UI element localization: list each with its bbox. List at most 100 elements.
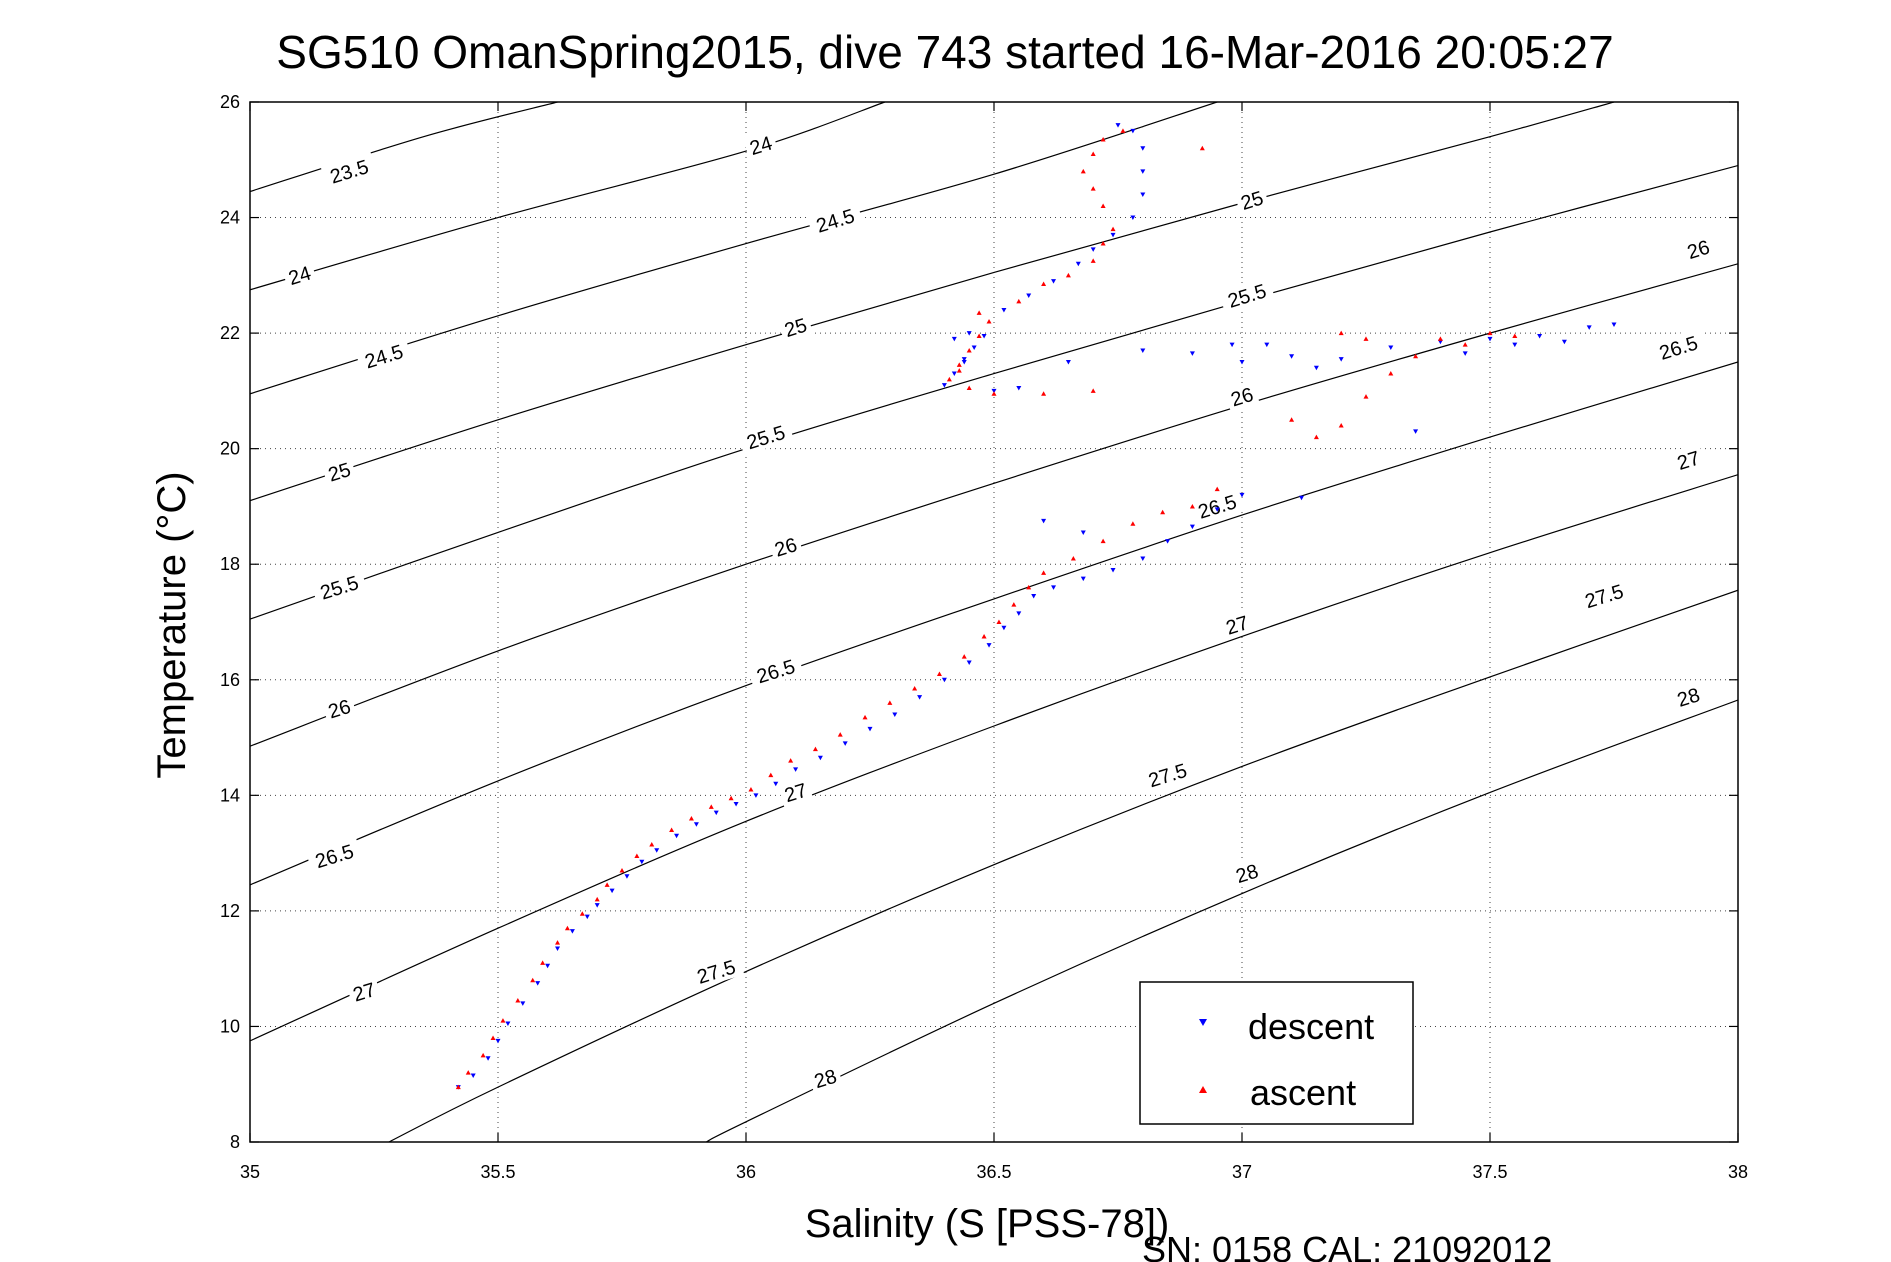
ascent-point [480,1052,486,1058]
descent-point [1338,357,1344,362]
ascent-point [594,896,600,902]
descent-point [654,848,660,853]
contour-line-27 [250,474,1738,1042]
contour-label-bg [807,1061,843,1094]
ascent-point [1388,371,1394,376]
contour-label-text: 27.5 [695,956,739,988]
x-tick-label: 38 [1728,1162,1748,1182]
ascent-point [579,911,585,916]
ascent-point [961,654,967,659]
descent-point [1437,339,1443,345]
descent-point [1165,539,1171,544]
contour-line-25.5 [250,164,1738,620]
grid [250,102,1738,1142]
contour-label-bg [777,775,814,808]
descent-point [1130,128,1136,134]
descent-point [1051,279,1057,284]
contour-label-text: 26.5 [754,656,798,688]
descent-point [1031,594,1037,599]
descent-point [971,345,977,351]
descent-point [941,383,947,388]
contour-label-text: 27.5 [1146,760,1190,792]
ascent-point [1160,509,1166,515]
descent-point [966,331,972,336]
contour-label-text: 26.5 [1657,332,1701,364]
contour-label-text: 25.5 [1225,280,1269,312]
ascent-point [540,960,546,965]
ascent-point [1016,298,1022,304]
y-axis-ticks: 8 10 12 14 16 18 20 22 24 26 [220,92,1738,1152]
contour-line-24.5 [250,102,1218,395]
contour-line-24 [250,102,886,291]
ascent-point [1413,353,1419,359]
contour-label-text: 27.5 [1583,581,1627,613]
contour-label-bg [1670,680,1706,713]
contour-label: 26.5 [1649,327,1707,366]
descent-point [1110,232,1116,238]
contour-label-bg [747,651,804,690]
descent-point [1051,585,1057,590]
descent-point [1611,322,1617,327]
descent-point [1140,192,1146,197]
ascent-point [966,385,972,390]
contour-label-text: 23.5 [328,156,372,188]
descent-point [1090,247,1096,252]
ascent-point [748,787,754,792]
contour-label-bg [305,835,363,875]
contour-line-26.5 [250,361,1738,886]
descent-point [1065,360,1071,365]
y-tick-label: 24 [220,208,240,228]
ascent-point [946,376,952,382]
ascent-point [649,841,655,847]
ascent-point [555,940,561,945]
ascent-point [1189,503,1195,509]
descent-point [1140,348,1146,353]
ascent-point [1090,151,1096,156]
ascent-point [530,977,536,983]
contour-label-bg [1228,856,1265,889]
descent-point [495,1038,501,1044]
ascent-point [465,1070,471,1075]
contour-label-bg [806,200,864,239]
descent-point [1512,342,1518,348]
descent-point [1239,360,1245,365]
ascent-point [991,391,997,396]
ascent-point [1100,137,1106,142]
descent-point [609,888,615,894]
descent-point [951,336,957,342]
descent-point [535,981,541,986]
legend: descent ascent [1139,981,1414,1125]
descent-point [545,963,551,969]
ascent-point [500,1018,506,1023]
descent-point [1239,492,1245,498]
contour-line-28 [706,699,1738,1142]
x-tick-label: 37.5 [1472,1162,1507,1182]
ascent-point [788,758,794,763]
ascent-point [604,882,610,887]
ascent-point [966,347,972,353]
descent-point [1041,518,1047,524]
ascent-point [1437,336,1443,341]
descent-point [817,755,823,761]
descent-point [1264,342,1270,348]
y-axis-label: Temperature (°C) [150,471,194,778]
legend-box [1139,981,1414,1125]
descent-point [569,929,575,934]
descent-point [1189,524,1195,530]
ascent-point [1338,423,1344,428]
descent-point [1016,611,1022,616]
descent-point [753,793,759,798]
ascent-point [996,619,1002,624]
descent-point [520,1001,526,1006]
contour-label-bg [1233,183,1270,216]
descent-point [674,833,680,839]
ascent-point [1199,145,1205,151]
ascent-point [1338,330,1344,336]
y-tick-label: 12 [220,901,240,921]
ascent-point [956,362,962,367]
x-tick-label: 37 [1232,1162,1252,1182]
contour-label-bg [321,691,357,724]
descent-point [1001,625,1007,631]
contour-label-text: 26.5 [313,841,357,873]
contour-label-bg [1649,327,1707,366]
